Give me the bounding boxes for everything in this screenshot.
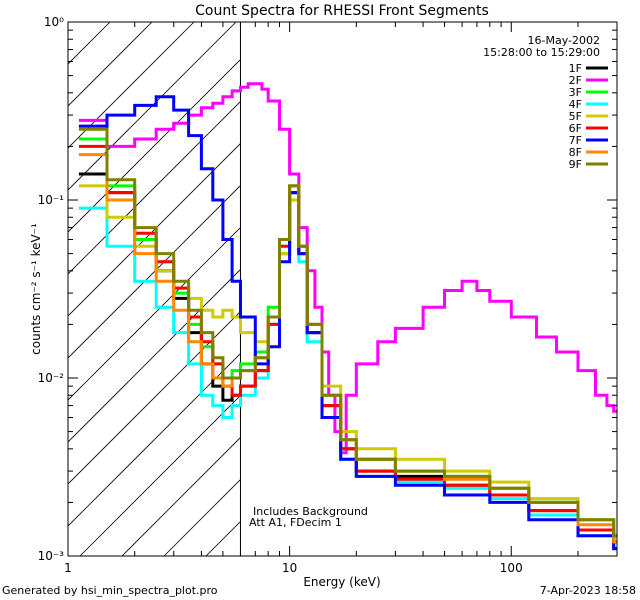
chart-title: Count Spectra for RHESSI Front Segments bbox=[195, 3, 489, 19]
x-axis-label: Energy (keV) bbox=[303, 575, 380, 589]
y-tick-label: 10⁰ bbox=[44, 15, 64, 29]
date-label: 16-May-2002 bbox=[528, 34, 600, 47]
legend-label: 3F bbox=[569, 86, 582, 99]
hatch-line bbox=[68, 22, 195, 149]
legend-label: 4F bbox=[569, 98, 582, 111]
legend-label: 7F bbox=[569, 134, 582, 147]
legend-label: 1F bbox=[569, 62, 582, 75]
time-range-label: 15:28:00 to 15:29:00 bbox=[483, 46, 600, 59]
annotation-background: Includes Background bbox=[253, 505, 368, 518]
axis-tick-labels: 1 10 100 10⁻³ 10⁻² 10⁻¹ 10⁰ bbox=[38, 15, 523, 575]
series-layer bbox=[78, 82, 617, 551]
x-tick-label: 100 bbox=[500, 561, 523, 575]
legend-label: 5F bbox=[569, 110, 582, 123]
x-tick-label: 10 bbox=[282, 561, 297, 575]
legend-label: 6F bbox=[569, 122, 582, 135]
axis-ticks bbox=[67, 21, 618, 557]
footer-generated-by: Generated by hsi_min_spectra_plot.pro bbox=[2, 584, 218, 597]
plot-frame bbox=[67, 21, 618, 557]
hatch-mask bbox=[240, 22, 617, 556]
y-tick-label: 10⁻³ bbox=[38, 549, 65, 563]
legend-label: 2F bbox=[569, 74, 582, 87]
footer-timestamp: 7-Apr-2023 18:58 bbox=[540, 584, 636, 597]
annotation-attenuator: Att A1, FDecim 1 bbox=[249, 516, 342, 529]
background-hatch-region bbox=[68, 22, 617, 556]
y-axis-label: counts cm⁻² s⁻¹ keV⁻¹ bbox=[29, 223, 43, 355]
legend-label: 9F bbox=[569, 158, 582, 171]
hatch-line bbox=[68, 22, 321, 275]
legend-label: 8F bbox=[569, 146, 582, 159]
y-tick-label: 10⁻¹ bbox=[38, 193, 65, 207]
hatch-line bbox=[68, 22, 237, 191]
y-tick-label: 10⁻² bbox=[38, 371, 65, 385]
x-tick-label: 1 bbox=[64, 561, 72, 575]
hatch-line bbox=[68, 22, 111, 65]
series-line-9f bbox=[78, 127, 617, 538]
